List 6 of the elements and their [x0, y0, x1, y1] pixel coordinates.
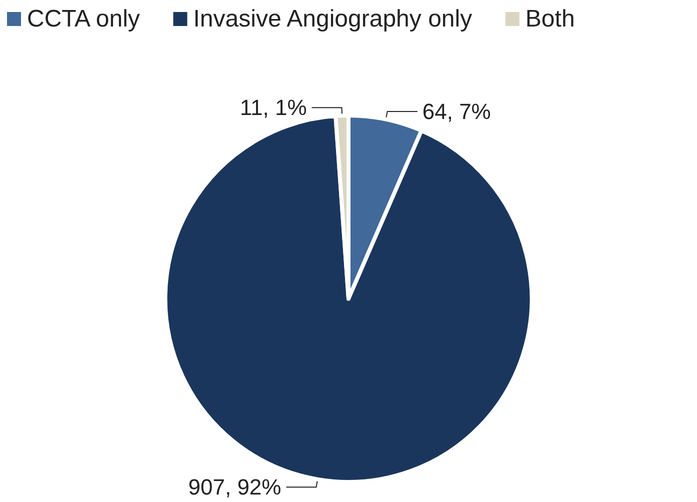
- data-label: 64, 7%: [422, 98, 491, 124]
- legend-label: Both: [525, 6, 575, 32]
- legend-label: Invasive Angiography only: [193, 6, 472, 32]
- legend-label: CCTA only: [27, 6, 140, 32]
- data-label: 907, 92%: [188, 474, 282, 500]
- data-label: 11, 1%: [240, 95, 307, 120]
